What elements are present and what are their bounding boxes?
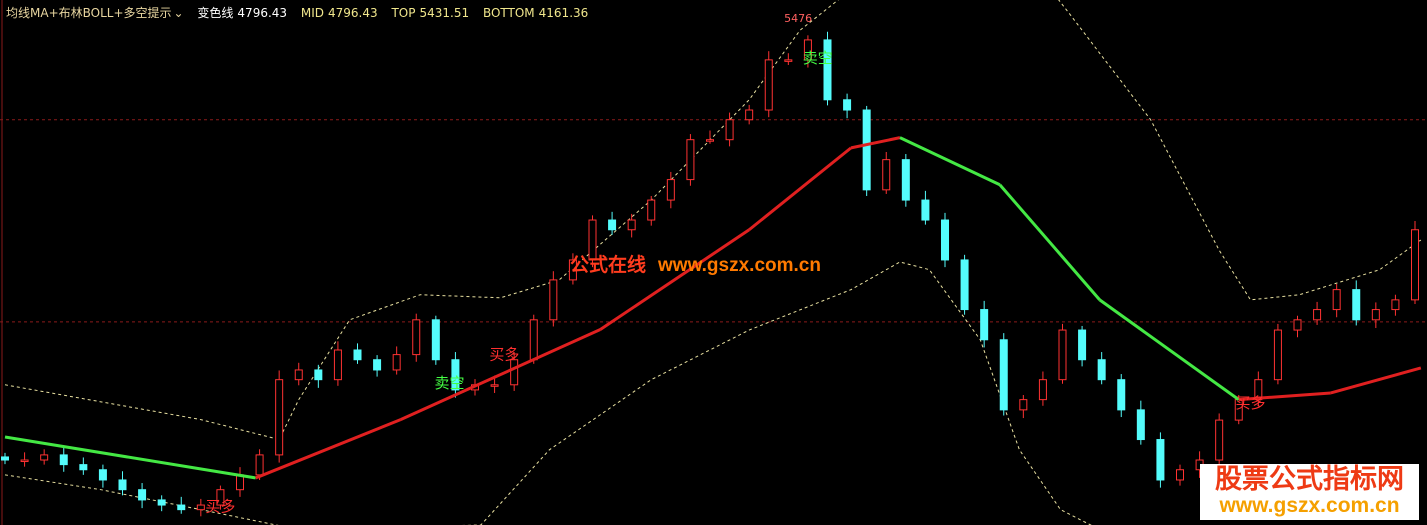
ma-line-segment <box>998 183 1101 301</box>
candle-up <box>275 379 284 456</box>
indicator-name: 均线MA+布林BOLL+多空提示 <box>6 6 172 20</box>
candle-down <box>59 454 68 466</box>
candle-up <box>764 59 773 111</box>
buy-signal-label: 买多 <box>489 346 519 364</box>
ma-line-segment <box>1238 391 1331 402</box>
candle-up <box>1391 299 1400 311</box>
candle-down <box>960 259 969 311</box>
candle-up <box>706 139 714 142</box>
candle-down <box>1156 439 1165 481</box>
candle-up <box>196 504 205 511</box>
candle-up <box>745 109 754 121</box>
ma-line-segment <box>255 418 402 480</box>
candle-up <box>549 279 558 321</box>
candle-up <box>647 199 656 221</box>
candle-down <box>138 489 147 501</box>
candle-down <box>1078 329 1087 361</box>
ma-line-segment <box>850 136 901 150</box>
candle-down <box>177 504 186 511</box>
candle-down <box>118 479 127 491</box>
candle-down <box>353 349 362 361</box>
candle-up <box>568 259 577 281</box>
candle-up <box>1058 329 1067 381</box>
candle-up <box>1038 379 1047 401</box>
candle-down <box>999 339 1008 411</box>
candle-down <box>79 464 88 471</box>
buy-signal-label: 买多 <box>205 498 235 516</box>
candle-up <box>510 359 519 386</box>
ma-line-segment <box>1098 298 1240 401</box>
candle-down <box>1136 409 1145 441</box>
candle-up <box>333 349 342 381</box>
candle-down <box>157 499 166 506</box>
candle-up <box>803 39 812 61</box>
chevron-down-icon: ⌄ <box>173 6 184 20</box>
candle-up <box>412 319 421 356</box>
candle-up <box>40 454 49 461</box>
ma-line-segment <box>899 136 1001 187</box>
candle-up <box>686 139 695 181</box>
boll-upper-band <box>1058 0 1422 301</box>
candle-down <box>921 199 930 221</box>
candle-up <box>1411 229 1419 301</box>
candle-down <box>1352 289 1361 321</box>
candle-up <box>294 369 303 381</box>
boll-upper-band <box>4 0 839 441</box>
ma-line-segment <box>1330 366 1422 395</box>
candle-down <box>862 109 871 191</box>
ma-line-segment <box>399 328 601 421</box>
candle-up <box>392 354 401 371</box>
bottom-readout: BOTTOM 4161.36 <box>482 6 589 20</box>
ma-line-segment <box>4 435 256 480</box>
sell-signal-label: 卖空 <box>803 49 833 67</box>
boll-lower-band <box>4 261 1092 525</box>
candle-down <box>373 359 382 371</box>
candle-down <box>1117 379 1126 411</box>
candle-up <box>666 179 675 201</box>
candle-up <box>20 459 29 463</box>
top-readout: TOP 5431.51 <box>391 6 470 20</box>
site-logo: 股票公式指标网 www.gszx.com.cn <box>1200 464 1419 520</box>
candle-up <box>1332 289 1341 311</box>
candle-up <box>1313 309 1322 321</box>
candle-down <box>1 456 9 461</box>
candle-down <box>608 219 617 231</box>
indicator-header: 均线MA+布林BOLL+多空提示 ⌄ 变色线 4796.43 MID 4796.43 … <box>6 4 598 21</box>
candle-up <box>216 489 225 506</box>
candle-up <box>627 219 636 231</box>
ma-readout: 变色线 4796.43 <box>197 6 288 20</box>
ma-line-segment <box>599 228 751 331</box>
candle-up <box>725 119 734 141</box>
candle-down <box>901 159 910 201</box>
candle-up <box>1371 309 1380 321</box>
candle-down <box>431 319 440 361</box>
ma-line-segment <box>748 146 852 231</box>
candle-up <box>1176 469 1184 481</box>
candle-down <box>314 369 323 381</box>
candle-up <box>882 159 891 191</box>
candle-up <box>529 319 538 361</box>
candle-down <box>980 309 989 341</box>
candle-up <box>1273 329 1282 381</box>
sell-signal-label: 卖空 <box>435 374 465 392</box>
candle-down <box>98 469 107 481</box>
buy-signal-label: 买多 <box>1235 394 1265 412</box>
candle-down <box>1097 359 1106 381</box>
candle-up <box>1215 419 1224 461</box>
watermark: 公式在线 www.gszx.com.cn <box>570 254 821 276</box>
candle-down <box>941 219 949 261</box>
peak-price-label: 5476 <box>784 12 812 25</box>
candle-down <box>451 359 460 391</box>
candle-up <box>255 454 264 476</box>
candle-up <box>1019 399 1028 411</box>
candle-up <box>588 219 597 261</box>
indicator-selector[interactable]: 均线MA+布林BOLL+多空提示 ⌄ <box>6 6 184 20</box>
candle-up <box>1293 319 1302 331</box>
candle-down <box>843 99 852 111</box>
mid-readout: MID 4796.43 <box>300 6 378 20</box>
candle-down <box>823 39 832 101</box>
candle-up <box>784 59 793 62</box>
candle-up <box>490 384 499 387</box>
